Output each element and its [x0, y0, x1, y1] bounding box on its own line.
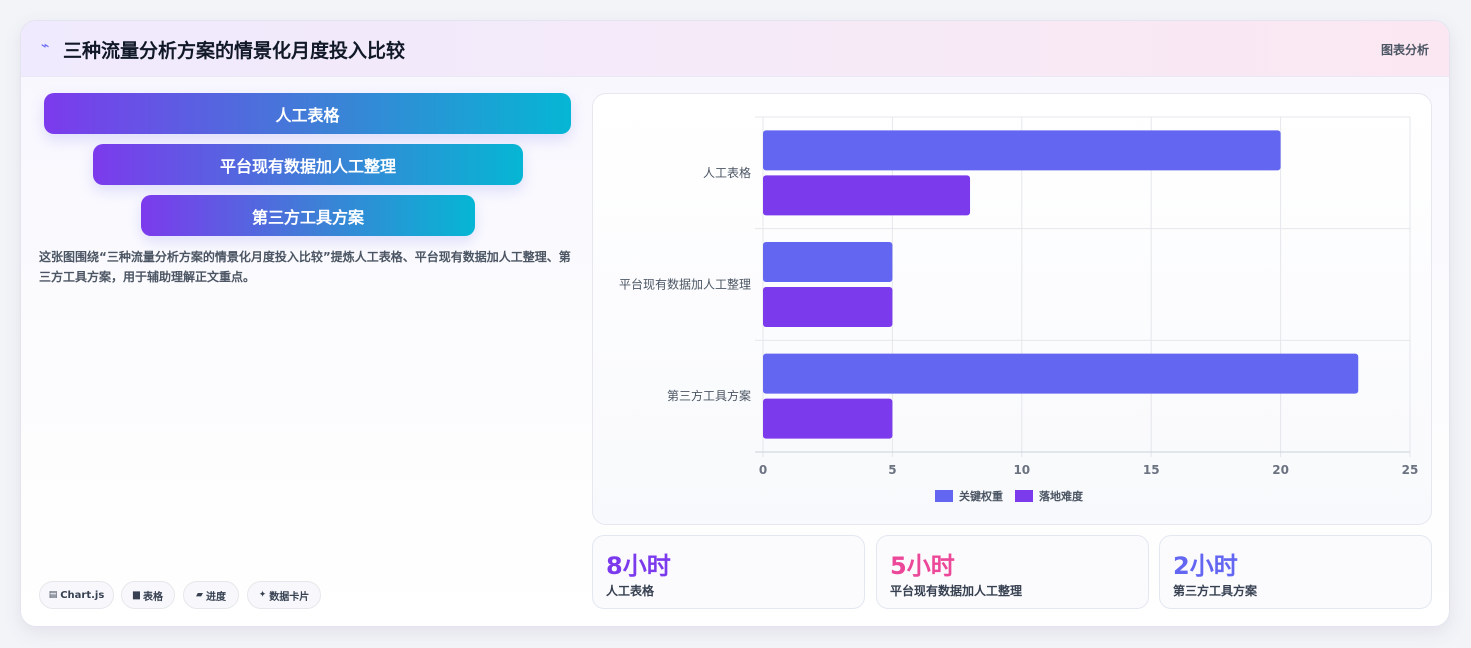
bar-difficulty [763, 287, 893, 327]
spark-icon: ⌁ [41, 38, 50, 54]
stat-label: 第三方工具方案 [1173, 584, 1258, 598]
chart-panel: 0 5 10 15 20 25 人工表格平台现有数据加人工整理第三方工具方案关键权重 落地难度 [592, 93, 1432, 525]
x-tick-label: 15 [1143, 463, 1160, 477]
stat-card-1: 8小时 人工表格 [592, 535, 865, 609]
description-text: 这张图围绕“三种流量分析方案的情景化月度投入比较”提炼人工表格、平台现有数据加人… [39, 250, 571, 284]
bar-weight [763, 353, 1359, 394]
chip-chartjs[interactable]: ▤ Chart.js [39, 581, 114, 609]
chip-label: 数据卡片 [269, 591, 310, 603]
chart-icon: ▤ [48, 590, 58, 600]
stat-label: 平台现有数据加人工整理 [890, 584, 1023, 598]
legend-swatch [1015, 490, 1033, 502]
sparkle-icon: ✦ [258, 590, 267, 600]
category-label: 人工表格 [703, 165, 751, 180]
chip-label: 表格 [142, 591, 163, 603]
legend-swatch [935, 490, 953, 502]
chip-label: 进度 [205, 591, 226, 603]
x-tick-label: 10 [1013, 463, 1030, 477]
x-tick-label: 5 [888, 463, 896, 477]
analysis-card: ⌁ 三种流量分析方案的情景化月度投入比较 图表分析 人工表格 平台现有数据加人工… [20, 20, 1450, 627]
x-tick-label: 20 [1272, 463, 1289, 477]
legend-label: 落地难度 [1039, 489, 1084, 503]
stat-value: 8小时 [606, 552, 671, 580]
category-label: 第三方工具方案 [667, 388, 751, 403]
stat-card-3: 2小时 第三方工具方案 [1159, 535, 1432, 609]
bar-weight [763, 242, 893, 282]
x-tick-label: 25 [1402, 463, 1419, 477]
stat-value: 5小时 [890, 552, 955, 580]
category-label: 平台现有数据加人工整理 [619, 277, 751, 292]
option-pill-3[interactable]: 第三方工具方案 [141, 195, 475, 236]
stat-value: 2小时 [1173, 552, 1238, 580]
x-tick-label: 0 [759, 463, 767, 477]
bar-difficulty [763, 175, 971, 216]
option-pill-1[interactable]: 人工表格 [44, 93, 571, 134]
bar-weight [763, 130, 1281, 171]
chip-label: Chart.js [60, 589, 105, 601]
legend-label: 关键权重 [959, 489, 1003, 503]
page-title: 三种流量分析方案的情景化月度投入比较 [63, 40, 406, 62]
header-tag: 图表分析 [1380, 43, 1429, 57]
table-icon: ▆ [133, 590, 140, 600]
chip-table[interactable]: ▆ 表格 [121, 581, 175, 609]
stat-label: 人工表格 [606, 584, 655, 598]
chip-data-cards[interactable]: ✦ 数据卡片 [247, 581, 321, 609]
chip-progress[interactable]: ▰ 进度 [183, 581, 239, 609]
bar-difficulty [763, 398, 893, 439]
progress-icon: ▰ [196, 590, 203, 600]
stat-card-2: 5小时 平台现有数据加人工整理 [876, 535, 1149, 609]
option-pill-2[interactable]: 平台现有数据加人工整理 [93, 144, 523, 185]
card-header: ⌁ 三种流量分析方案的情景化月度投入比较 图表分析 [21, 21, 1449, 77]
